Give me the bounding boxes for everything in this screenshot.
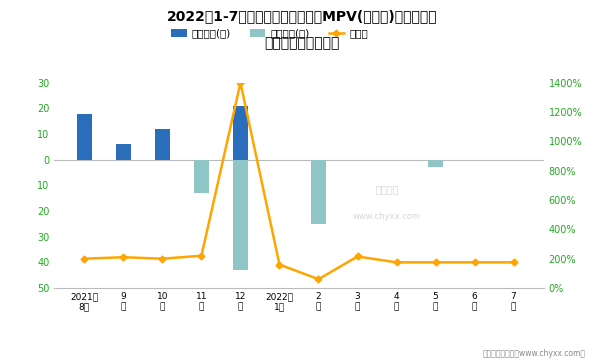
Bar <box>155 129 170 160</box>
Bar <box>77 113 92 160</box>
Text: 智研咨询: 智研咨询 <box>375 185 399 194</box>
Text: www.chyxx.com: www.chyxx.com <box>353 212 421 221</box>
Legend: 积压库存(辆), 清仓库存(辆), 产销率: 积压库存(辆), 清仓库存(辆), 产销率 <box>167 24 373 43</box>
Text: 情况及产销率统计图: 情况及产销率统计图 <box>265 36 339 50</box>
Text: 2022年1-7月四川野马旗下最畅销MPV(斯派卡)近一年库存: 2022年1-7月四川野马旗下最畅销MPV(斯派卡)近一年库存 <box>167 9 437 23</box>
Bar <box>310 160 326 224</box>
Bar <box>428 160 443 167</box>
Bar <box>194 160 209 193</box>
Text: 制图：智研咨询（www.chyxx.com）: 制图：智研咨询（www.chyxx.com） <box>483 349 586 358</box>
Bar <box>233 106 248 160</box>
Bar <box>115 144 131 160</box>
Bar <box>233 160 248 270</box>
